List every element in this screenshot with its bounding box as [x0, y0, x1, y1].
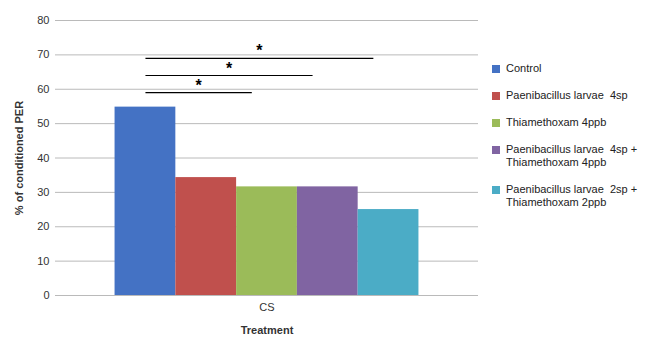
svg-text:10: 10 [37, 255, 49, 267]
svg-text:% of conditioned PER: % of conditioned PER [13, 101, 25, 215]
svg-text:70: 70 [37, 48, 49, 60]
svg-text:0: 0 [43, 289, 49, 301]
svg-text:20: 20 [37, 220, 49, 232]
svg-text:50: 50 [37, 117, 49, 129]
svg-text:*: * [196, 77, 203, 94]
html-text:Paenibacillus larvae 4sp: Paenibacillus larvae 4sp [506, 89, 628, 101]
svg-text:40: 40 [37, 152, 49, 164]
svg-text:CS: CS [259, 301, 274, 313]
html-text:Thiamethoxam 4ppb: Thiamethoxam 4ppb [506, 116, 607, 128]
svg-text:*: * [256, 42, 263, 59]
svg-text:Treatment: Treatment [241, 324, 294, 336]
html-text:Paenibacillus larvae 2sp + Thi: Paenibacillus larvae 2sp + Thiamethoxam … [506, 183, 640, 208]
svg-text:30: 30 [37, 186, 49, 198]
svg-text:80: 80 [37, 14, 49, 26]
svg-text:*: * [226, 60, 233, 77]
svg-text:60: 60 [37, 83, 49, 95]
html-text:Control: Control [506, 62, 542, 74]
html-text:Paenibacillus larvae 4sp + Thi: Paenibacillus larvae 4sp + Thiamethoxam … [506, 143, 640, 168]
